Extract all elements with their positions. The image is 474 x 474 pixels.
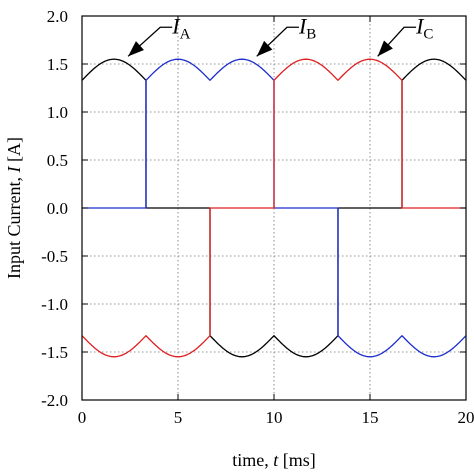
x-axis-title: time, t [ms] — [232, 450, 316, 470]
y-tick-label: -0.5 — [41, 247, 68, 266]
y-tick-label: -1.0 — [41, 295, 68, 314]
series-label-IB: IB — [298, 13, 316, 42]
series-annotations: IA IB IC — [127, 13, 433, 57]
y-tick-label: 1.5 — [47, 55, 68, 74]
y-tick-label: -1.5 — [41, 343, 68, 362]
y-tick-label: 0.5 — [47, 151, 68, 170]
y-tick-label: 0.0 — [47, 199, 68, 218]
series-label-IA: IA — [171, 13, 190, 42]
series-label-IC: IC — [415, 13, 433, 42]
y-tick-label: 1.0 — [47, 103, 68, 122]
series-line-IC — [81, 58, 466, 358]
x-tick-label: 15 — [362, 408, 379, 427]
x-tick-label: 20 — [458, 408, 474, 427]
series-line-IA — [81, 58, 467, 358]
y-tick-label: -2.0 — [41, 391, 68, 410]
annotation-arrowhead-IA — [128, 41, 144, 57]
y-axis-title: Input Current, I [A] — [4, 137, 24, 279]
y-tick-label: 2.0 — [47, 7, 68, 26]
x-tick-label: 0 — [78, 408, 87, 427]
x-tick-label: 5 — [174, 408, 183, 427]
x-tick-label: 10 — [266, 408, 283, 427]
series-lines — [81, 58, 467, 358]
annotation-arrowhead-IB — [256, 40, 273, 57]
annotation-arrowhead-IC — [377, 40, 393, 57]
ticks: 0 5 10 15 20 -2.0 -1.5 -1.0 -0.5 0.0 0.5 1.0 1.5 2.0 — [41, 7, 474, 427]
